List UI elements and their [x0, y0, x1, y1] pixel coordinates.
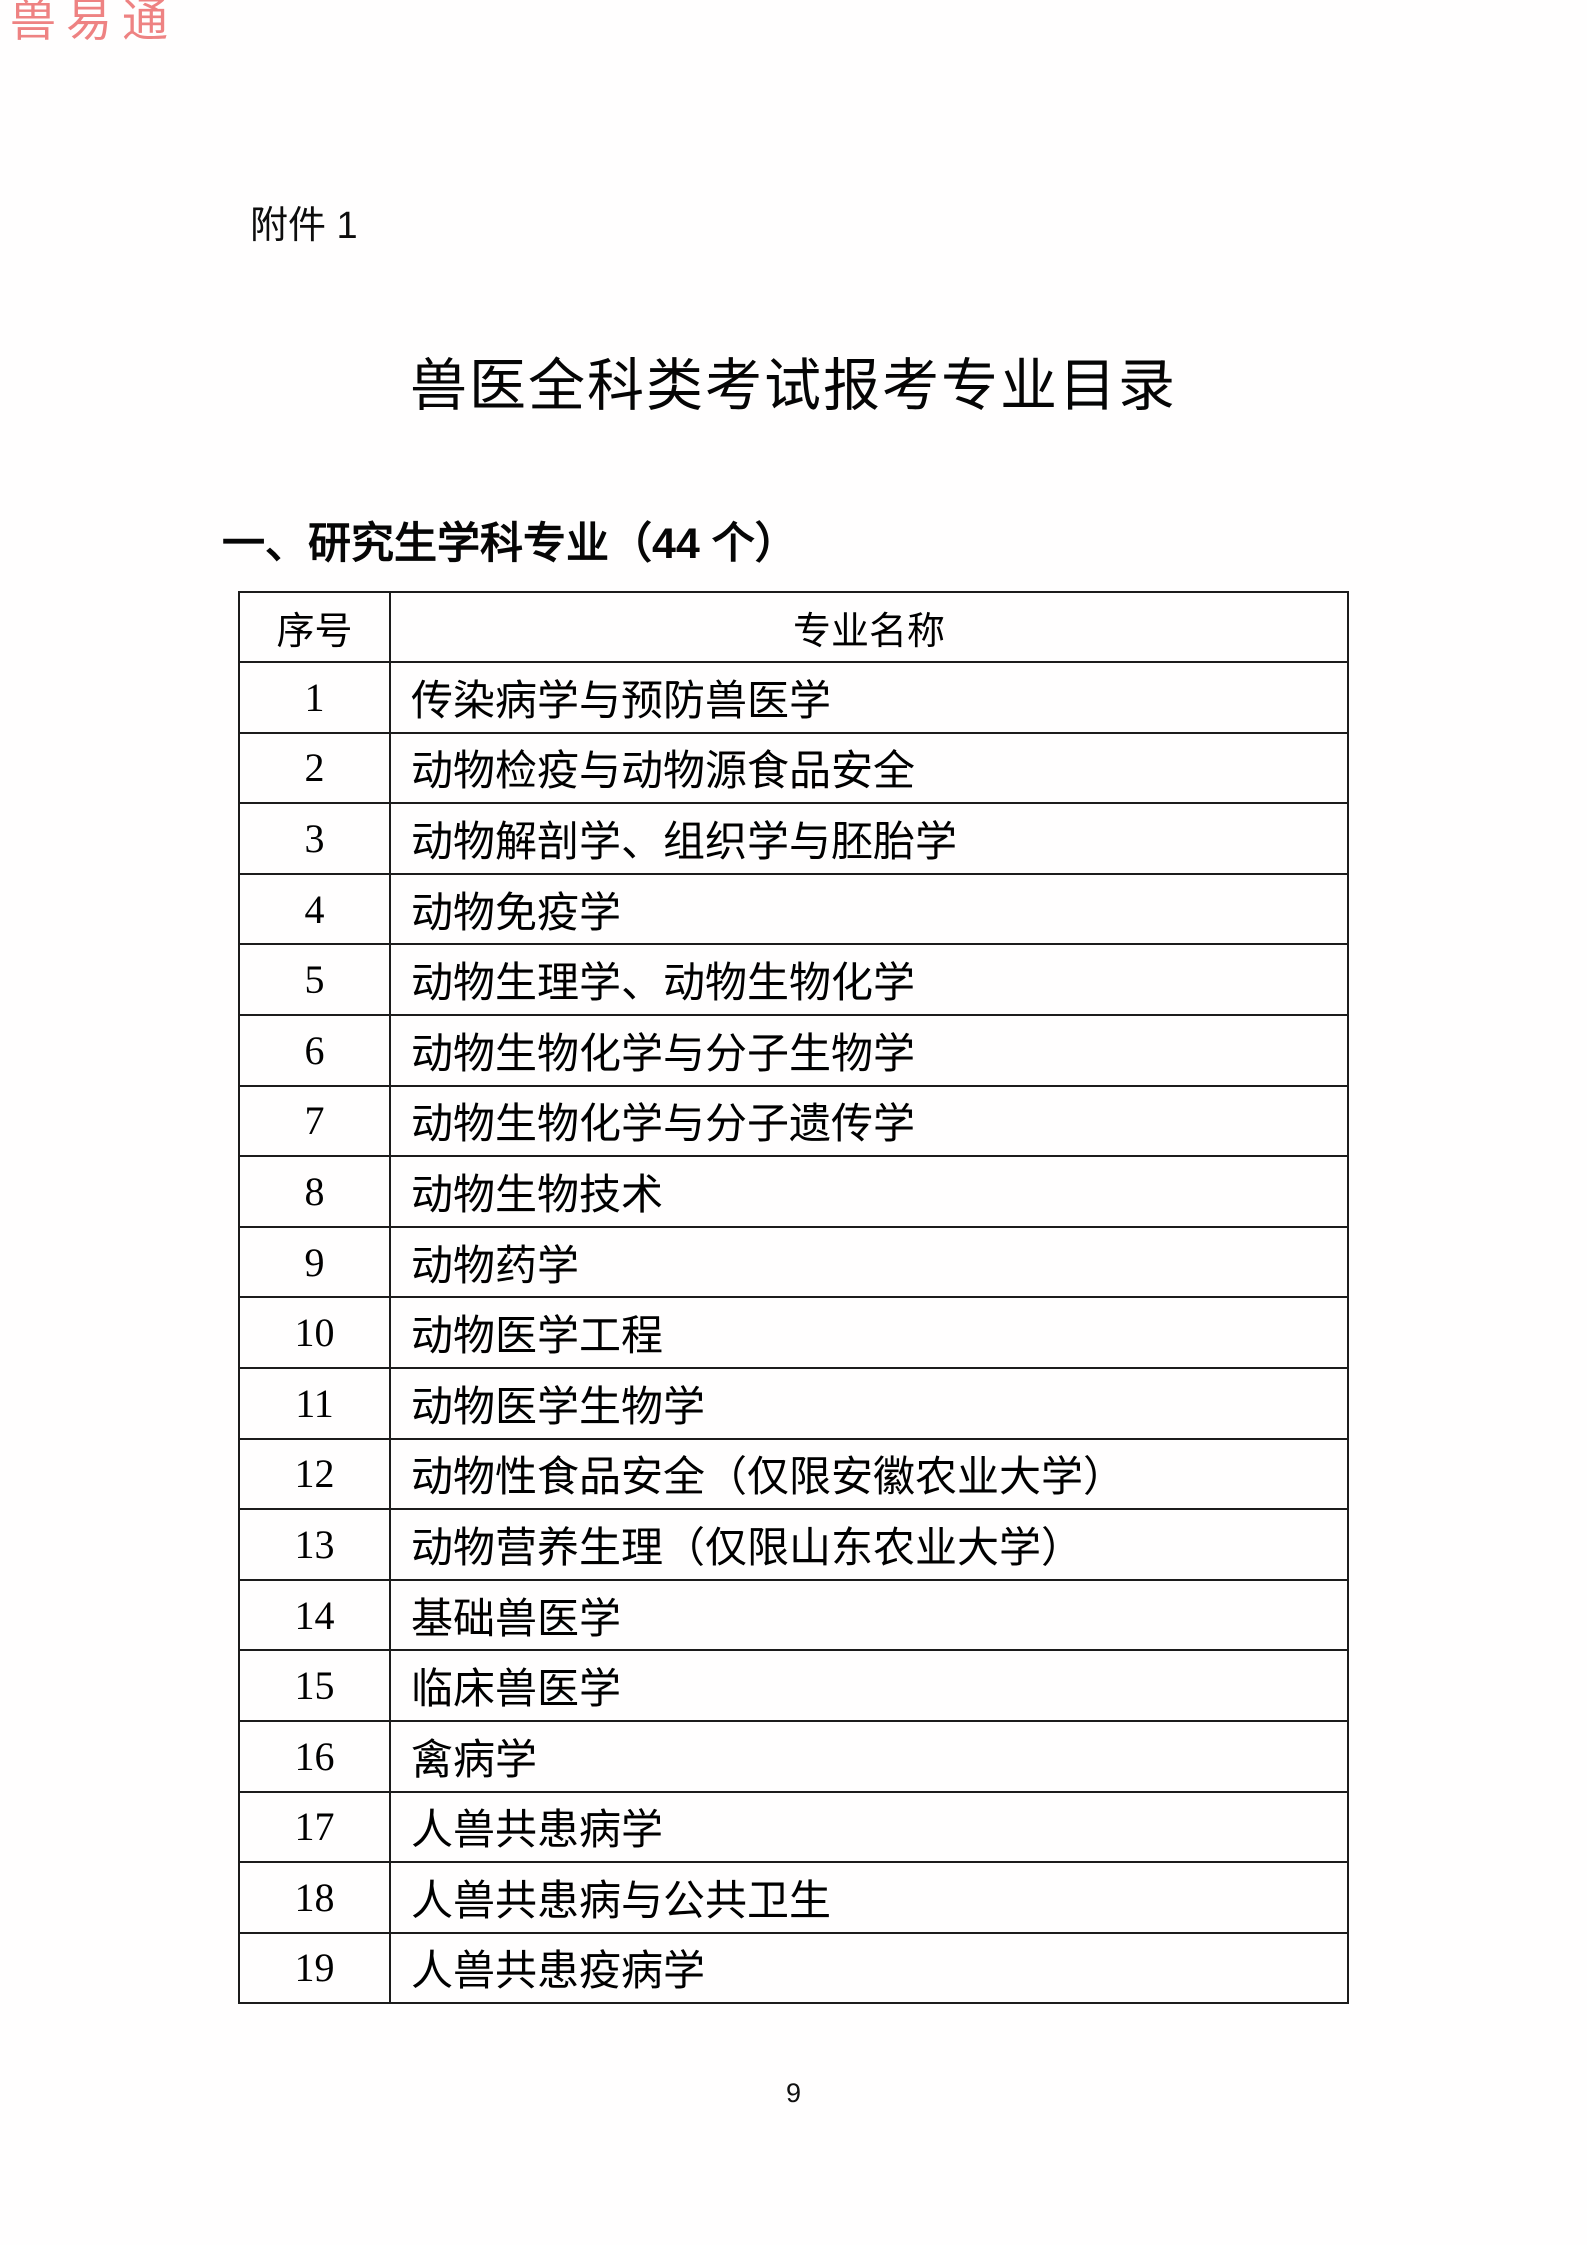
table-row: 1 传染病学与预防兽医学	[238, 661, 1349, 734]
row-major-name: 人兽共患疫病学	[389, 1931, 1349, 2005]
row-number: 10	[238, 1296, 391, 1369]
table-row: 14 基础兽医学	[238, 1578, 1349, 1652]
row-major-name: 动物营养生理（仅限山东农业大学）	[389, 1508, 1349, 1581]
table-row: 16 禽病学	[238, 1719, 1349, 1793]
row-major-name: 动物生理学、动物生物化学	[389, 943, 1349, 1016]
row-number: 13	[238, 1508, 391, 1581]
table-row: 3 动物解剖学、组织学与胚胎学	[238, 802, 1349, 875]
table-row: 11 动物医学生物学	[238, 1366, 1349, 1440]
table-row: 2 动物检疫与动物源食品安全	[238, 731, 1349, 805]
row-number: 7	[238, 1084, 391, 1158]
row-number: 6	[238, 1013, 391, 1087]
row-major-name: 动物性食品安全（仅限安徽农业大学）	[389, 1437, 1349, 1511]
table-row: 19 人兽共患疫病学	[238, 1931, 1349, 2005]
row-major-name: 动物生物化学与分子遗传学	[389, 1084, 1349, 1158]
row-number: 5	[238, 943, 391, 1016]
row-number: 4	[238, 872, 391, 946]
table-row: 17 人兽共患病学	[238, 1790, 1349, 1864]
table-row: 9 动物药学	[238, 1225, 1349, 1299]
row-number: 16	[238, 1719, 391, 1793]
row-number: 8	[238, 1155, 391, 1228]
row-major-name: 动物检疫与动物源食品安全	[389, 731, 1349, 805]
row-major-name: 基础兽医学	[389, 1578, 1349, 1652]
table-row: 13 动物营养生理（仅限山东农业大学）	[238, 1508, 1349, 1581]
row-number: 18	[238, 1861, 391, 1934]
table-row: 10 动物医学工程	[238, 1296, 1349, 1369]
row-number: 9	[238, 1225, 391, 1299]
row-number: 17	[238, 1790, 391, 1864]
majors-table: 序号 专业名称 1 传染病学与预防兽医学 2 动物检疫与动物源食品安全 3 动物…	[238, 591, 1349, 2005]
row-major-name: 动物药学	[389, 1225, 1349, 1299]
row-major-name: 动物医学工程	[389, 1296, 1349, 1369]
row-major-name: 禽病学	[389, 1719, 1349, 1793]
row-number: 19	[238, 1931, 391, 2005]
row-major-name: 传染病学与预防兽医学	[389, 661, 1349, 734]
row-number: 14	[238, 1578, 391, 1652]
table-row: 8 动物生物技术	[238, 1155, 1349, 1228]
table-row: 5 动物生理学、动物生物化学	[238, 943, 1349, 1016]
table-row: 6 动物生物化学与分子生物学	[238, 1013, 1349, 1087]
section-heading: 一、研究生学科专业（44 个）	[222, 520, 798, 568]
majors-table-body: 1 传染病学与预防兽医学 2 动物检疫与动物源食品安全 3 动物解剖学、组织学与…	[238, 661, 1349, 2005]
header-cell-major-name: 专业名称	[389, 591, 1349, 663]
header-cell-number: 序号	[238, 591, 391, 663]
row-number: 11	[238, 1366, 391, 1440]
row-major-name: 动物解剖学、组织学与胚胎学	[389, 802, 1349, 875]
row-major-name: 动物免疫学	[389, 872, 1349, 946]
row-major-name: 临床兽医学	[389, 1649, 1349, 1722]
page-number: 9	[785, 2078, 802, 2108]
page-title: 兽医全科类考试报考专业目录	[410, 355, 1177, 418]
row-major-name: 人兽共患病学	[389, 1790, 1349, 1864]
row-major-name: 动物生物技术	[389, 1155, 1349, 1228]
table-row: 7 动物生物化学与分子遗传学	[238, 1084, 1349, 1158]
row-number: 12	[238, 1437, 391, 1511]
table-row: 18 人兽共患病与公共卫生	[238, 1861, 1349, 1934]
majors-table-header: 序号 专业名称	[238, 591, 1349, 663]
attachment-label: 附件 1	[250, 205, 358, 247]
row-major-name: 动物生物化学与分子生物学	[389, 1013, 1349, 1087]
row-number: 3	[238, 802, 391, 875]
watermark-logo-text: 兽易通	[10, 0, 178, 46]
table-row: 4 动物免疫学	[238, 872, 1349, 946]
row-major-name: 动物医学生物学	[389, 1366, 1349, 1440]
row-major-name: 人兽共患病与公共卫生	[389, 1861, 1349, 1934]
table-row: 15 临床兽医学	[238, 1649, 1349, 1722]
row-number: 2	[238, 731, 391, 805]
header-row: 序号 专业名称	[238, 591, 1349, 663]
row-number: 1	[238, 661, 391, 734]
table-row: 12 动物性食品安全（仅限安徽农业大学）	[238, 1437, 1349, 1511]
row-number: 15	[238, 1649, 391, 1722]
